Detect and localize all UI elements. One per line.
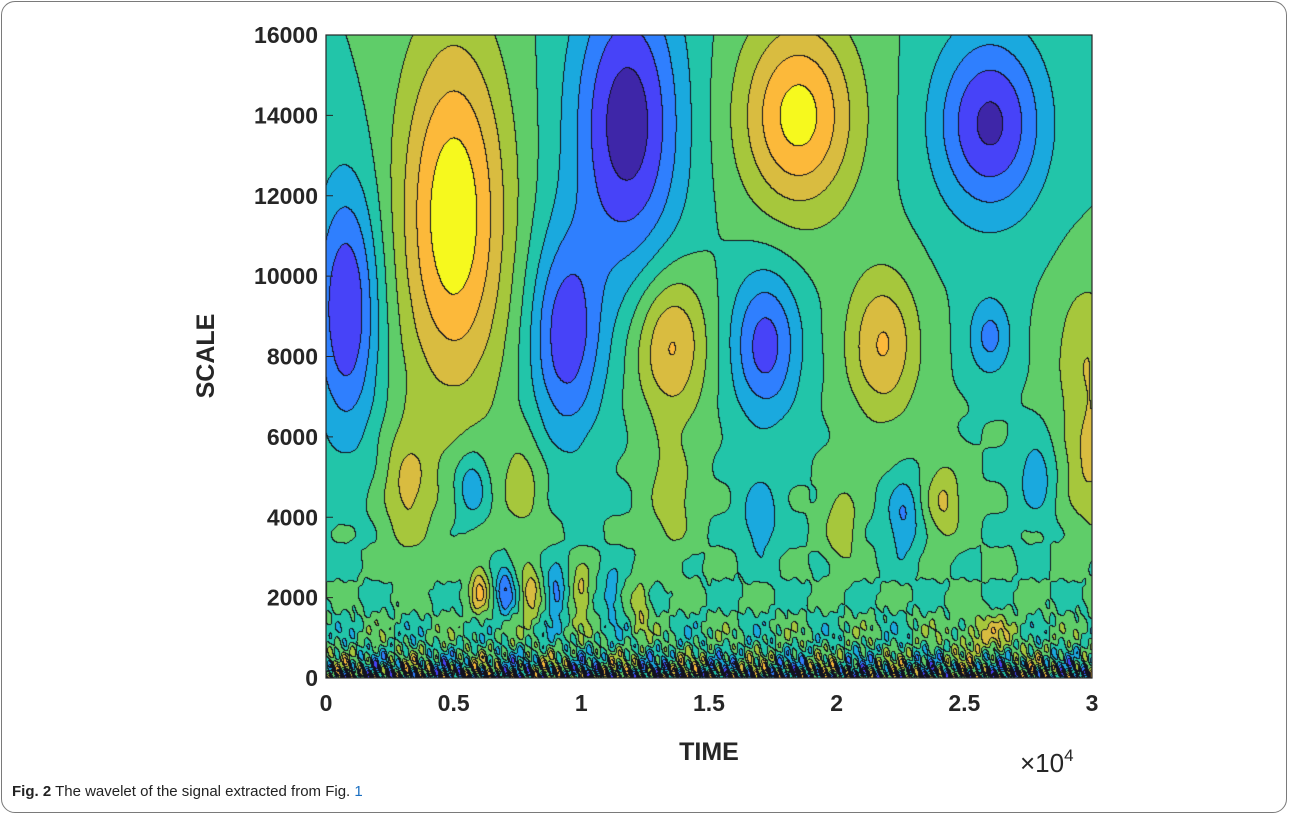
y-tick-label: 0 xyxy=(305,665,318,691)
x-axis-multiplier: ×104 xyxy=(1020,746,1074,778)
x-tick-label: 1.5 xyxy=(693,690,725,716)
y-axis-label: SCALE xyxy=(192,314,220,399)
y-tick-label: 16000 xyxy=(254,22,318,48)
y-axis: 0 2000 4000 6000 8000 10000 12000 14000 16000 xyxy=(254,22,333,691)
contour-plot-area xyxy=(326,35,1092,678)
x-tick-label: 1 xyxy=(575,690,588,716)
y-tick-label: 12000 xyxy=(254,183,318,209)
wavelet-chart: 0 0.5 1 1.5 2 2.5 3 0 2000 4000 6000 8000 10000 1200… xyxy=(192,22,1099,778)
x-tick-label: 0.5 xyxy=(438,690,470,716)
y-tick-label: 14000 xyxy=(254,102,318,128)
caption-text: The wavelet of the signal extracted from… xyxy=(51,783,355,800)
x-multiplier-base: ×10 xyxy=(1020,748,1064,778)
caption-label: Fig. 2 xyxy=(12,783,52,800)
x-tick-label: 3 xyxy=(1086,690,1099,716)
y-tick-label: 2000 xyxy=(267,585,318,611)
contour-fill xyxy=(326,35,1092,678)
figure-caption: Fig. 2 The wavelet of the signal extract… xyxy=(12,783,363,800)
x-axis: 0 0.5 1 1.5 2 2.5 3 xyxy=(320,671,1099,716)
x-tick-label: 2 xyxy=(830,690,843,716)
x-axis-label: TIME xyxy=(679,738,739,766)
x-tick-label: 0 xyxy=(320,690,333,716)
y-tick-label: 6000 xyxy=(267,424,318,450)
y-tick-label: 4000 xyxy=(267,504,318,530)
y-tick-label: 10000 xyxy=(254,263,318,289)
caption-figure-link[interactable]: 1 xyxy=(354,783,363,800)
x-multiplier-exponent: 4 xyxy=(1064,746,1073,765)
x-tick-label: 2.5 xyxy=(948,690,980,716)
y-tick-label: 8000 xyxy=(267,344,318,370)
